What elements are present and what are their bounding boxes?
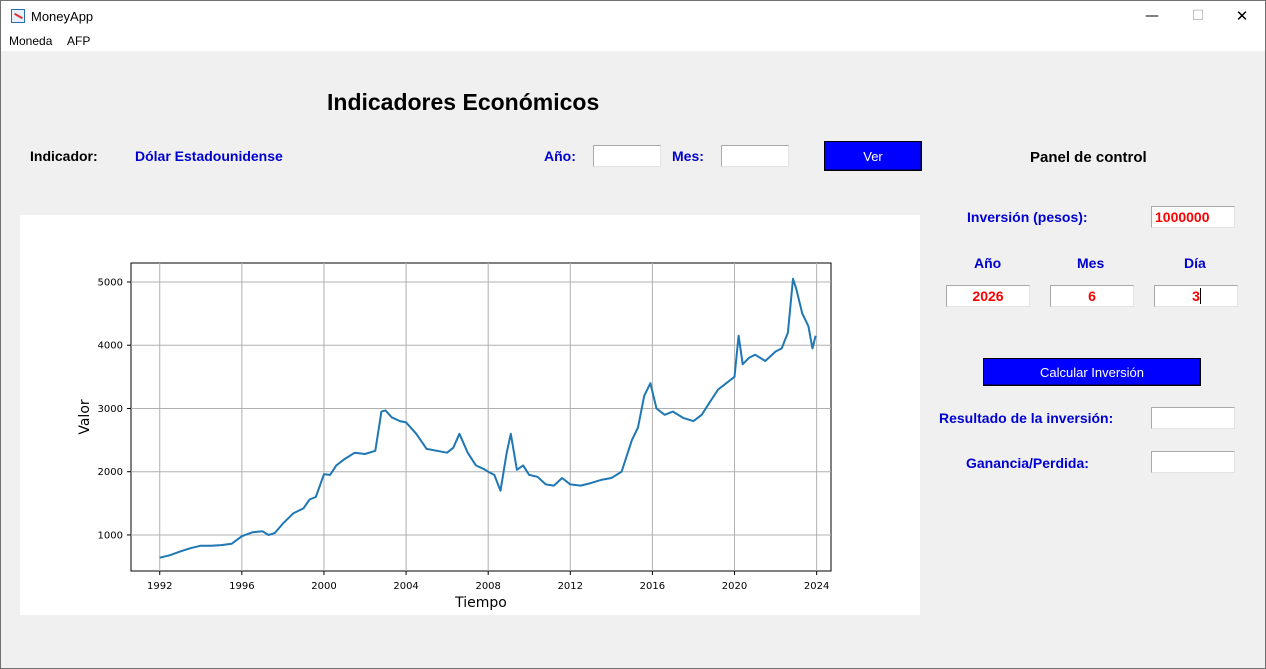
indicator-value: Dólar Estadounidense xyxy=(135,148,283,164)
minimize-button[interactable]: — xyxy=(1145,8,1159,24)
y-tick-label: 2000 xyxy=(98,467,123,478)
date-day-input[interactable] xyxy=(1154,285,1238,307)
x-tick-label: 2004 xyxy=(393,581,418,592)
gain-loss-label: Ganancia/Perdida: xyxy=(966,455,1089,471)
date-year-label: Año xyxy=(974,255,1002,271)
close-button[interactable]: ✕ xyxy=(1235,7,1249,25)
x-tick-label: 2000 xyxy=(311,581,336,592)
x-tick-label: 1992 xyxy=(147,581,172,592)
maximize-button[interactable]: ☐ xyxy=(1191,8,1205,24)
month-label: Mes: xyxy=(672,148,704,164)
date-month-label: Mes xyxy=(1077,255,1105,271)
year-label: Año: xyxy=(544,148,576,164)
month-input[interactable] xyxy=(721,145,789,167)
page-title: Indicadores Económicos xyxy=(327,89,600,115)
y-tick-label: 1000 xyxy=(98,530,123,541)
x-tick-label: 2024 xyxy=(804,581,829,592)
series-line xyxy=(159,277,817,559)
gain-loss-field[interactable] xyxy=(1151,451,1235,473)
menu-item-afp[interactable]: AFP xyxy=(67,34,91,48)
indicator-label: Indicador: xyxy=(30,148,98,164)
date-year-input[interactable] xyxy=(946,285,1030,307)
x-tick-label: 1996 xyxy=(229,581,254,592)
x-tick-label: 2008 xyxy=(475,581,500,592)
y-axis-label: Valor xyxy=(77,399,93,435)
plot-frame xyxy=(130,262,832,572)
menu-bar: Moneda AFP xyxy=(1,31,1265,51)
y-tick-label: 5000 xyxy=(98,277,123,288)
x-tick-label: 2012 xyxy=(558,581,583,592)
line-chart: 1992 1996 2000 2004 2008 2012 2016 2020 2024 1000… xyxy=(77,262,832,611)
date-day-label: Día xyxy=(1184,255,1206,271)
window-title: MoneyApp xyxy=(31,9,94,24)
year-input[interactable] xyxy=(593,145,661,167)
text-cursor xyxy=(1200,288,1201,304)
menu-item-moneda[interactable]: Moneda xyxy=(9,34,53,48)
x-axis-label: Tiempo xyxy=(454,595,507,611)
chart-panel: 1992 1996 2000 2004 2008 2012 2016 2020 2024 1000… xyxy=(20,215,920,615)
investment-input[interactable] xyxy=(1151,206,1235,228)
date-month-input[interactable] xyxy=(1050,285,1134,307)
result-field[interactable] xyxy=(1151,407,1235,429)
investment-label: Inversión (pesos): xyxy=(967,209,1088,225)
app-logo-icon xyxy=(11,9,25,23)
x-tick-label: 2020 xyxy=(722,581,747,592)
panel-title: Panel de control xyxy=(1030,149,1147,166)
result-label: Resultado de la inversión: xyxy=(939,410,1114,426)
y-tick-label: 4000 xyxy=(98,341,123,352)
y-tick-label: 3000 xyxy=(98,404,123,415)
view-button[interactable]: Ver xyxy=(824,141,922,171)
title-bar: MoneyApp — ☐ ✕ xyxy=(1,1,1265,31)
calculate-investment-button[interactable]: Calcular Inversión xyxy=(983,358,1201,386)
x-tick-label: 2016 xyxy=(640,581,665,592)
